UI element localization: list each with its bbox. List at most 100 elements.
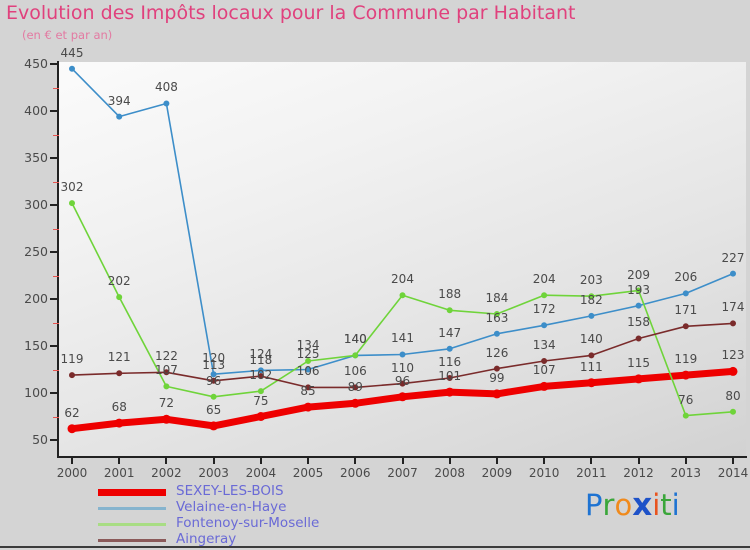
logo-letter: t (660, 488, 672, 522)
chart-subtitle: (en € et par an) (22, 28, 113, 42)
legend-swatch (98, 506, 166, 510)
x-axis-tick (259, 456, 262, 464)
data-point-label: 115 (627, 355, 651, 370)
legend-swatch (98, 522, 166, 526)
logo-letter: r (602, 488, 615, 522)
y-axis-label: 250 (24, 244, 48, 259)
x-axis-tick (118, 456, 121, 464)
data-point-label: 445 (60, 45, 84, 60)
y-axis-tick (50, 204, 59, 206)
data-point-label: 134 (296, 338, 320, 353)
data-point-label: 101 (438, 369, 462, 384)
data-point-label: 68 (111, 400, 127, 415)
data-point-label: 140 (579, 332, 603, 347)
y-axis-label: 350 (24, 150, 48, 165)
logo-letter: i (652, 488, 661, 522)
y-axis-line (57, 61, 59, 457)
y-axis-tick (50, 110, 59, 112)
y-axis-minor-tick (53, 369, 59, 371)
data-point-label: 110 (391, 360, 414, 375)
x-axis-label: 2013 (670, 466, 702, 480)
x-axis-label: 2003 (198, 466, 229, 480)
data-point-label: 171 (674, 303, 698, 318)
x-axis-label: 2002 (151, 466, 182, 480)
bottom-divider (0, 546, 750, 548)
data-point-label: 116 (438, 354, 462, 369)
data-point-label: 113 (202, 357, 226, 372)
y-axis-minor-tick (53, 275, 59, 277)
chart-title: Evolution des Impôts locaux pour la Comm… (6, 2, 576, 24)
y-axis-label: 450 (24, 56, 48, 71)
proxiti-logo[interactable]: Proxiti (585, 487, 680, 523)
data-point-label: 118 (249, 353, 273, 368)
data-point-label: 96 (206, 373, 222, 388)
y-axis-minor-tick (53, 181, 59, 183)
y-axis-tick (50, 345, 59, 347)
data-point-label: 140 (343, 332, 367, 347)
y-axis-tick (50, 251, 59, 253)
x-axis-label: 2012 (623, 466, 654, 480)
data-point-label: 209 (627, 267, 651, 282)
y-axis-label: 50 (32, 432, 48, 447)
data-point-label: 119 (60, 352, 84, 367)
y-axis-minor-tick (53, 87, 59, 89)
x-axis-label: 2000 (56, 466, 88, 480)
x-axis-tick (495, 456, 498, 464)
data-point-label: 120 (202, 351, 226, 366)
data-point-label: 72 (158, 396, 175, 411)
data-point-label: 147 (438, 325, 462, 340)
data-point-label: 119 (674, 352, 698, 367)
data-point-label: 80 (725, 388, 741, 403)
data-point-label: 188 (438, 287, 462, 302)
data-point-label: 123 (721, 348, 745, 363)
data-point-label: 302 (60, 180, 84, 195)
data-point-label: 204 (532, 272, 556, 287)
x-axis-tick (71, 456, 73, 464)
data-point-label: 141 (391, 331, 414, 346)
y-axis-minor-tick (53, 322, 59, 324)
data-point-label: 106 (343, 364, 367, 379)
data-point-label: 182 (579, 292, 603, 307)
logo-letter: o (614, 488, 633, 522)
x-axis-label: 2001 (103, 466, 135, 480)
x-axis-tick (543, 456, 546, 464)
y-axis-tick (50, 439, 59, 441)
legend-swatch (98, 488, 166, 496)
x-axis-label: 2010 (528, 466, 560, 480)
y-axis-tick (50, 392, 59, 394)
data-point-label: 65 (206, 402, 222, 417)
y-axis-label: 100 (24, 385, 48, 400)
x-axis-label: 2005 (292, 466, 324, 480)
x-axis-tick (732, 456, 734, 464)
legend-label: Aingeray (176, 531, 237, 547)
data-point-label: 184 (485, 291, 509, 306)
x-axis-label: 2007 (387, 466, 418, 480)
data-point-label: 107 (532, 363, 556, 378)
data-point-label: 85 (300, 384, 316, 399)
logo-letter: x (632, 487, 653, 523)
data-point-label: 99 (489, 370, 505, 385)
y-axis-minor-tick (53, 134, 59, 136)
data-point-label: 174 (721, 300, 745, 315)
x-axis-tick (401, 456, 404, 464)
legend-swatch (98, 538, 166, 542)
data-point-label: 204 (391, 272, 414, 287)
data-point-label: 75 (253, 393, 269, 408)
x-axis-label: 2009 (481, 466, 513, 480)
y-axis-tick (50, 157, 59, 159)
x-axis-tick (637, 456, 640, 464)
legend-label: Velaine-en-Haye (176, 499, 287, 515)
data-point-label: 89 (347, 380, 363, 395)
x-axis-tick (448, 456, 451, 464)
data-point-label: 140 (343, 332, 367, 347)
data-point-label: 202 (107, 274, 131, 289)
data-point-label: 206 (674, 270, 698, 285)
legend-label: Fontenoy-sur-Moselle (176, 515, 320, 531)
x-axis-label: 2014 (717, 466, 749, 480)
logo-letter: P (585, 488, 603, 522)
x-axis-label: 2006 (340, 466, 371, 480)
x-axis-tick (590, 456, 593, 464)
y-axis-tick (50, 63, 59, 65)
data-point-label: 163 (485, 310, 509, 325)
